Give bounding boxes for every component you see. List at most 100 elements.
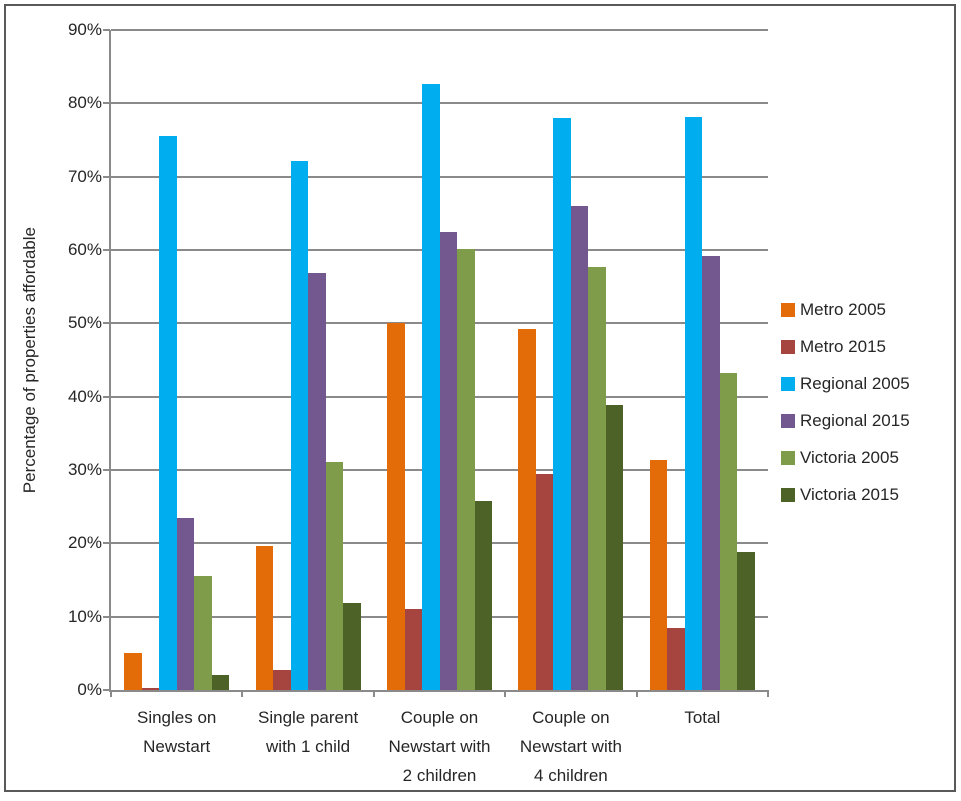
y-tick-label-50: 50%: [67, 313, 102, 333]
bar-metro-2005-cat3: [387, 322, 405, 690]
x-category-label-2: Single parent with 1 child: [238, 703, 378, 761]
bar-metro-2015-cat4: [535, 474, 554, 690]
bar-victoria-2015-cat3: [474, 500, 492, 690]
x-category-label-line: with 1 child: [266, 737, 351, 756]
y-tick-60: [103, 249, 110, 251]
x-tick-2: [372, 690, 375, 697]
y-tick-label-90: 90%: [67, 20, 102, 39]
bar-regional-2005-cat3: [422, 84, 440, 690]
legend-swatch-regional-2015: [781, 413, 795, 428]
gridline-70: [111, 175, 768, 178]
legend-swatch-metro-2005: [781, 302, 795, 317]
bar-victoria-2015-cat5: [737, 552, 755, 690]
bar-victoria-2005-cat3: [457, 249, 475, 690]
x-category-label-4: Couple on Newstart with 4 children: [501, 703, 641, 790]
y-tick-50: [103, 322, 110, 325]
y-tick-10: [103, 615, 110, 618]
bar-victoria-2015-cat2: [343, 603, 361, 690]
y-tick-0: [103, 689, 110, 691]
y-tick-90: [103, 29, 110, 31]
y-tick-label-80: 80%: [67, 93, 102, 113]
legend-label: Metro 2005: [800, 299, 886, 319]
x-tick-3: [504, 690, 507, 697]
bar-metro-2005-cat5: [649, 460, 668, 690]
x-axis-line: [111, 690, 768, 692]
x-tick-4: [635, 690, 638, 697]
bar-victoria-2005-cat4: [588, 266, 606, 690]
legend-swatch-metro-2015: [781, 339, 795, 354]
bar-regional-2015-cat4: [570, 206, 589, 690]
legend-label: Regional 2005: [800, 373, 910, 393]
gridline-90: [111, 29, 768, 31]
x-category-label-line: Couple on: [400, 708, 479, 727]
bar-metro-2015-cat5: [667, 628, 685, 690]
bar-regional-2005-cat1: [159, 136, 177, 690]
plot-area: [111, 29, 768, 692]
x-category-label-line: Newstart with: [388, 737, 491, 756]
x-category-label-line: Newstart: [143, 737, 211, 756]
y-tick-30: [103, 469, 110, 471]
y-tick-70: [103, 175, 110, 178]
bar-regional-2015-cat1: [176, 518, 195, 690]
x-category-label-line: Singles on: [136, 708, 217, 727]
bar-metro-2015-cat2: [273, 670, 291, 690]
legend-label: Metro 2015: [800, 336, 886, 356]
legend: Metro 2005 Metro 2015 Regional 2005 Regiona…: [781, 291, 910, 513]
legend-item-victoria-2005: Victoria 2005: [781, 439, 910, 476]
bar-metro-2005-cat2: [255, 545, 274, 690]
bar-victoria-2005-cat5: [719, 373, 738, 690]
legend-swatch-victoria-2005: [781, 450, 795, 465]
y-tick-label-30: 30%: [67, 460, 102, 479]
x-category-label-line: 4 children: [534, 766, 608, 785]
bar-victoria-2015-cat4: [605, 405, 624, 690]
bar-metro-2005-cat1: [124, 652, 142, 690]
bar-regional-2005-cat2: [290, 160, 309, 690]
x-tick-0: [110, 690, 112, 697]
x-category-label-line: Newstart with: [519, 737, 622, 756]
x-category-label-line: Total: [684, 708, 721, 727]
y-tick-40: [103, 395, 110, 398]
bar-metro-2015-cat3: [404, 608, 422, 690]
bar-regional-2015-cat5: [702, 255, 720, 690]
bar-victoria-2005-cat1: [194, 576, 212, 690]
y-tick-label-10: 10%: [67, 606, 102, 626]
legend-item-metro-2005: Metro 2005: [781, 291, 910, 328]
x-category-label-5: Total: [632, 703, 772, 732]
y-tick-label-20: 20%: [67, 533, 102, 553]
y-tick-80: [103, 102, 110, 105]
legend-label: Victoria 2015: [800, 484, 899, 504]
bar-victoria-2015-cat1: [211, 675, 230, 690]
y-tick-label-70: 70%: [67, 166, 102, 186]
y-tick-label-40: 40%: [67, 386, 102, 406]
x-tick-1: [241, 690, 244, 697]
y-axis-title-wrap: Percentage of properties affordable: [20, 30, 40, 690]
bar-regional-2005-cat5: [684, 116, 703, 690]
x-tick-5: [767, 690, 769, 697]
legend-item-metro-2015: Metro 2015: [781, 328, 910, 365]
bar-metro-2005-cat4: [518, 329, 536, 690]
legend-item-victoria-2015: Victoria 2015: [781, 476, 910, 513]
bar-regional-2015-cat3: [439, 232, 457, 690]
x-category-label-3: Couple on Newstart with 2 children: [370, 703, 510, 790]
legend-item-regional-2015: Regional 2015: [781, 402, 910, 439]
legend-label: Victoria 2005: [800, 447, 899, 467]
x-category-label-line: Couple on: [532, 708, 610, 727]
y-tick-label-60: 60%: [67, 240, 102, 259]
gridline-80: [111, 102, 768, 105]
y-axis-line: [109, 30, 111, 692]
y-tick-20: [103, 542, 110, 545]
y-axis-title: Percentage of properties affordable: [20, 226, 39, 494]
bar-regional-2015-cat2: [308, 273, 326, 690]
y-tick-label-0: 0%: [77, 680, 102, 699]
legend-swatch-victoria-2015: [781, 487, 795, 502]
bar-regional-2005-cat4: [553, 118, 571, 690]
legend-item-regional-2005: Regional 2005: [781, 365, 910, 402]
legend-swatch-regional-2005: [781, 376, 795, 391]
x-category-label-1: Singles on Newstart: [107, 703, 247, 761]
legend-label: Regional 2015: [800, 410, 910, 430]
bar-metro-2015-cat1: [141, 687, 160, 690]
x-category-label-line: 2 children: [402, 766, 477, 785]
x-category-label-line: Single parent: [258, 708, 359, 727]
bar-victoria-2005-cat2: [325, 461, 344, 690]
